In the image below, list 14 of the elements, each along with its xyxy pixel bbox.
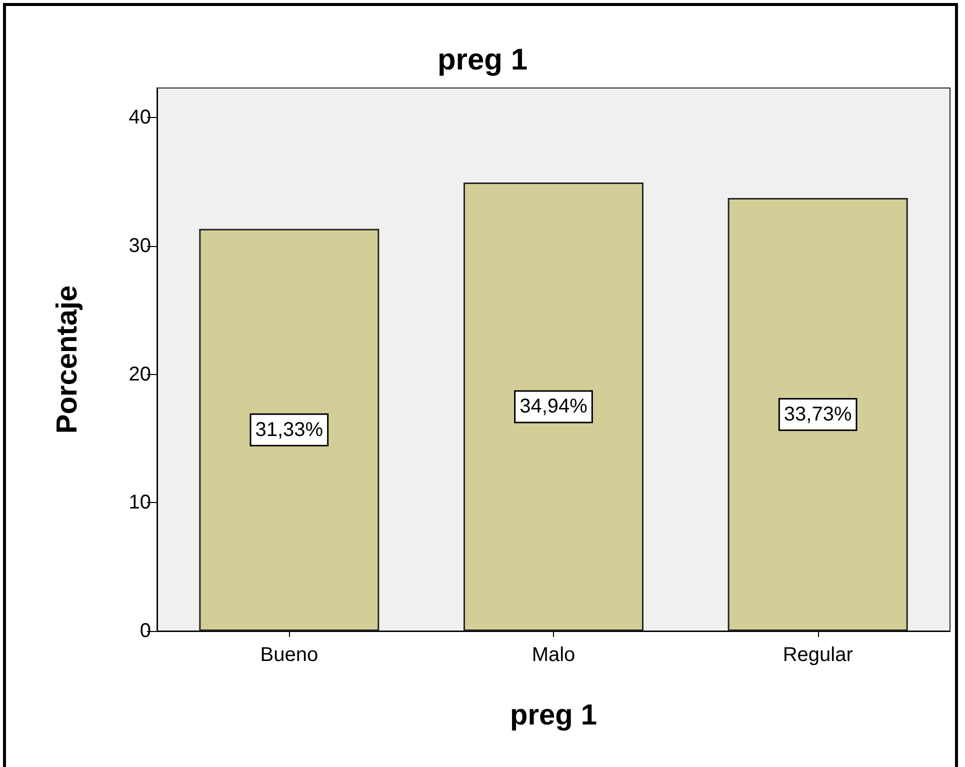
y-tick-label: 40 — [128, 106, 151, 129]
x-axis-title: preg 1 — [510, 700, 598, 732]
y-tick-label: 30 — [128, 234, 151, 257]
data-label: 34,94% — [520, 396, 588, 418]
chart-title: preg 1 — [437, 44, 528, 76]
data-label: 33,73% — [784, 404, 852, 426]
x-tick-label: Regular — [782, 644, 854, 666]
data-label: 31,33% — [255, 418, 324, 441]
y-tick-label: 20 — [128, 363, 151, 386]
y-tick-label: 10 — [128, 492, 151, 514]
x-tick-label: Malo — [532, 644, 576, 666]
x-tick-label: Bueno — [260, 644, 318, 666]
y-tick-label: 0 — [140, 620, 151, 642]
y-axis-title: Porcentaje — [52, 285, 84, 434]
